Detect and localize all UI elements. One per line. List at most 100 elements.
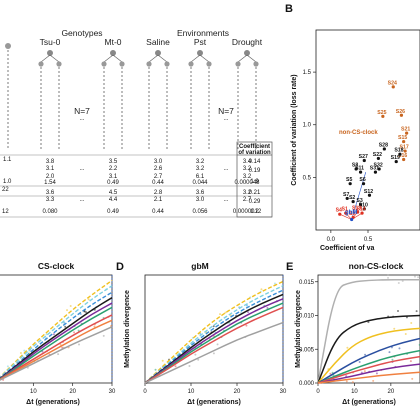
series-line — [144, 280, 284, 384]
tree-node — [253, 61, 259, 67]
tree-node — [5, 43, 11, 49]
panel-b-ylabel: Coefficient of variation (loss rate) — [291, 74, 298, 185]
data-point — [375, 372, 378, 375]
point-label: S15 — [398, 135, 407, 141]
data-point — [391, 358, 394, 361]
tree-node — [188, 61, 194, 67]
x-tick-label: 0.0 — [327, 237, 336, 243]
table-cell: 3.8 — [46, 159, 55, 165]
table-cell: 2.8 — [154, 190, 163, 196]
point-label: S12 — [364, 189, 373, 195]
data-point — [260, 288, 263, 291]
tree-node — [235, 61, 241, 67]
data-point — [154, 368, 157, 371]
point-label: S16 — [398, 153, 407, 159]
data-point — [358, 360, 361, 363]
scatter-point — [338, 212, 342, 216]
table-cell: 3.4 — [243, 159, 252, 165]
scatter-point — [351, 199, 355, 204]
data-point — [212, 325, 215, 328]
point-label: S1 — [342, 207, 348, 213]
y-tick-label: 0.000 — [299, 381, 315, 387]
point-label: S2 — [349, 195, 355, 201]
table-cell: 0.000048 — [234, 180, 260, 186]
scatter-point — [361, 182, 366, 186]
table-cells: 3.83.12.01.543.63.30.0803.52.23.10.494.5… — [42, 159, 261, 215]
tree-node — [206, 61, 212, 67]
data-point — [174, 365, 177, 368]
data-point — [23, 349, 26, 352]
y-tick-label: 1.5 — [303, 70, 312, 76]
table-cell: 6.1 — [196, 174, 205, 180]
values-table — [0, 141, 273, 218]
plot-frame — [317, 274, 420, 384]
table-cell: 3.6 — [196, 190, 205, 196]
table-cell: 2.1 — [154, 197, 163, 203]
data-point — [363, 370, 366, 373]
point-label: S21 — [401, 127, 410, 133]
table-cell: 2.6 — [154, 166, 163, 172]
x-tick-label: 0 — [316, 389, 320, 395]
data-point — [393, 327, 396, 330]
table-cell: 1.54 — [44, 180, 56, 186]
series-line — [317, 327, 420, 384]
point-label: S26 — [396, 109, 405, 115]
x-tick-label: 30 — [109, 389, 116, 395]
ellipsis: ... — [79, 166, 84, 172]
series-line — [0, 326, 113, 381]
series-line — [317, 337, 420, 384]
scatter-point — [382, 147, 386, 151]
data-point — [345, 380, 348, 383]
data-point — [52, 333, 55, 336]
panel-d: D gbM Methylation divergence Δt (generatio… — [116, 261, 287, 406]
y-tick-label: 1.0 — [303, 123, 312, 129]
left-partial-value: 12 — [2, 209, 9, 215]
scatter-point — [348, 182, 352, 186]
column-label: Tsu-0 — [40, 37, 61, 47]
y-tick-label: 0.010 — [299, 314, 315, 320]
scatter-point — [362, 158, 366, 163]
point-label: S4 — [336, 208, 342, 214]
data-point — [85, 311, 88, 314]
scatter-point — [402, 157, 406, 162]
scatter-point — [376, 156, 380, 161]
data-point — [413, 275, 416, 278]
data-point — [405, 316, 408, 319]
scatter-point — [358, 170, 363, 174]
table-cell: 4.5 — [109, 190, 118, 196]
column-label: Drought — [232, 37, 263, 47]
data-point — [87, 298, 90, 301]
point-label: S14 — [356, 207, 365, 213]
tree-root-node — [47, 50, 53, 56]
ellipsis: ... — [223, 197, 228, 203]
table-cell: 3.2 — [243, 190, 252, 196]
scatter-point — [373, 170, 378, 174]
left-partial-value: 1.0 — [3, 179, 12, 185]
ellipsis: ... — [223, 166, 228, 172]
data-point — [197, 358, 200, 361]
series-line — [317, 371, 420, 384]
series-line — [144, 306, 284, 384]
data-point — [329, 372, 332, 375]
tree-root-node — [197, 50, 203, 56]
data-point — [78, 343, 81, 346]
point-label: S11 — [355, 166, 364, 172]
scatter-point — [358, 203, 363, 207]
data-point — [409, 360, 412, 363]
point-label: S27 — [359, 154, 368, 160]
pedigree-trees: Tsu-0 Mt-0 Saline Pst Drought...............… — [5, 37, 263, 203]
point-label: S13 — [352, 206, 361, 212]
left-partial-value: 22 — [2, 187, 9, 193]
cv-header-line2: of variation — [238, 150, 271, 156]
cv-value: 1.9 — [250, 179, 259, 185]
table-cell: 3.1 — [46, 166, 55, 172]
data-point — [273, 282, 276, 285]
panel-d-plot: gbM Methylation divergence Δt (generations… — [124, 261, 287, 406]
table-cell: 0.056 — [192, 209, 208, 215]
data-point — [411, 377, 414, 380]
series-line — [0, 285, 113, 379]
data-point — [194, 353, 197, 356]
scatter-point — [345, 196, 349, 201]
table-cell: 0.044 — [192, 180, 208, 186]
